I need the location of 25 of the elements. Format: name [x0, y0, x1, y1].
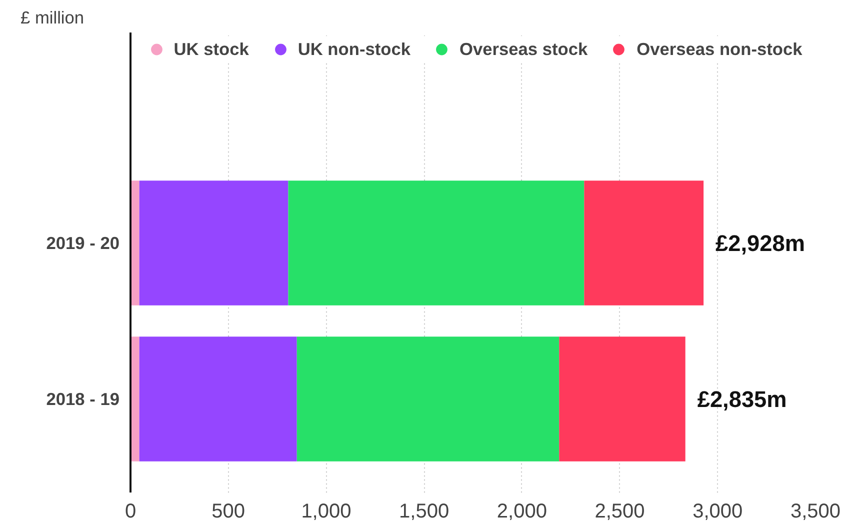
legend-label: Overseas non-stock	[636, 38, 802, 60]
y-tick-label: 2019 - 20	[46, 233, 120, 254]
bar	[288, 180, 584, 306]
x-tick-label: 3,500	[790, 500, 841, 522]
bar	[130, 180, 140, 306]
total-label: £2,835m	[697, 386, 787, 412]
total-label: £2,928m	[716, 230, 806, 256]
x-tick-label: 2,000	[496, 500, 547, 522]
legend-label: UK stock	[174, 38, 249, 60]
x-tick-label: 1,000	[301, 500, 352, 522]
bar	[559, 336, 686, 462]
bar	[139, 180, 288, 306]
legend-label: Overseas stock	[459, 38, 588, 60]
x-tick-label: 1,500	[399, 500, 450, 522]
x-tick-label: 500	[212, 500, 246, 522]
bar	[584, 180, 704, 306]
legend-label: UK non-stock	[298, 38, 410, 60]
bar	[130, 336, 140, 462]
x-tick-label: 3,000	[692, 500, 743, 522]
y-axis-title: £ million	[20, 8, 84, 28]
bar	[296, 336, 560, 462]
x-tick-label: 2,500	[594, 500, 645, 522]
y-tick-label: 2018 - 19	[46, 388, 120, 409]
x-tick-label: 0	[124, 500, 136, 522]
bar	[139, 336, 297, 462]
